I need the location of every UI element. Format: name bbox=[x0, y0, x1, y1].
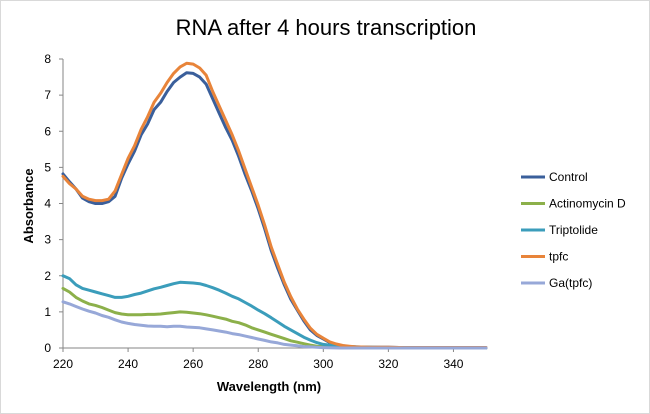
y-tick-label: 5 bbox=[44, 160, 51, 174]
y-tick-label: 4 bbox=[44, 197, 51, 211]
legend-label: Ga(tpfc) bbox=[549, 276, 592, 290]
y-tick-label: 6 bbox=[44, 124, 51, 138]
series-line-ga-tpfc bbox=[61, 300, 488, 350]
legend: Control Actinomycin D Triptolide tpfc Ga(tpf… bbox=[521, 170, 626, 290]
chart-title: RNA after 4 hours transcription bbox=[176, 15, 477, 40]
y-tick-label: 2 bbox=[44, 269, 51, 283]
y-axis-label: Absorbance bbox=[21, 168, 36, 243]
x-tick-label: 300 bbox=[313, 357, 333, 371]
legend-label: tpfc bbox=[549, 250, 568, 264]
y-tick-label: 7 bbox=[44, 88, 51, 102]
x-tick-label: 220 bbox=[53, 357, 73, 371]
x-tick-label: 240 bbox=[118, 357, 138, 371]
x-tick-label: 320 bbox=[378, 357, 398, 371]
series-layer bbox=[61, 61, 488, 350]
series-line-triptolide bbox=[61, 274, 488, 350]
y-tick-label: 3 bbox=[44, 233, 51, 247]
legend-label: Triptolide bbox=[549, 223, 598, 237]
series-line-control bbox=[61, 71, 488, 350]
x-tick-label: 340 bbox=[443, 357, 463, 371]
x-tick-label: 260 bbox=[183, 357, 203, 371]
y-tick-label: 8 bbox=[44, 52, 51, 66]
series-line-actinomycin-d bbox=[61, 286, 488, 350]
legend-label: Control bbox=[549, 170, 588, 184]
x-tick-label: 280 bbox=[248, 357, 268, 371]
series-line-tpfc bbox=[61, 61, 488, 350]
y-tick-label: 1 bbox=[44, 305, 51, 319]
x-axis-label: Wavelength (nm) bbox=[217, 379, 321, 394]
y-tick-label: 0 bbox=[44, 341, 51, 355]
legend-label: Actinomycin D bbox=[549, 197, 626, 211]
plot-area: 0 1 2 3 4 5 6 7 8 220 240 260 280 300 320 340 bbox=[44, 52, 486, 371]
